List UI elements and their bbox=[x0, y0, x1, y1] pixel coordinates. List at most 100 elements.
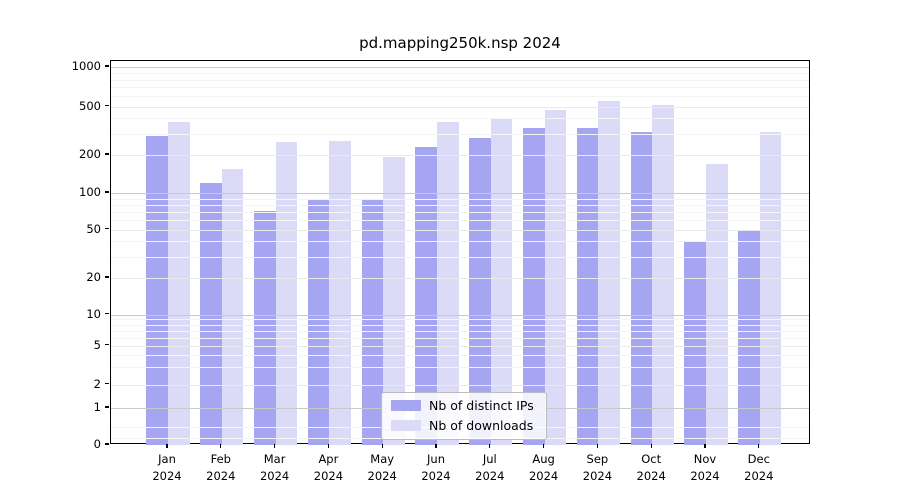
x-tick-mark-mar bbox=[273, 444, 276, 448]
x-tick-label-mar: Mar 2024 bbox=[259, 452, 290, 483]
y-tick-mark-1 bbox=[105, 406, 109, 408]
gridline-200 bbox=[111, 154, 809, 156]
x-tick-mark-sep bbox=[596, 444, 599, 448]
y-tick-label-20: 20 bbox=[86, 269, 101, 284]
x-tick-mark-may bbox=[381, 444, 383, 448]
bar-downloads-dec bbox=[759, 132, 782, 445]
bar-downloads-mar bbox=[275, 141, 298, 445]
y-tick-label-1: 1 bbox=[93, 400, 101, 415]
gridline-500 bbox=[111, 106, 809, 108]
bar-distinct-ips-sep bbox=[576, 127, 599, 445]
gridline-20 bbox=[111, 277, 809, 279]
x-tick-label-apr: Apr 2024 bbox=[313, 452, 344, 483]
legend-label-distinct-ips: Nb of distinct IPs bbox=[429, 398, 534, 413]
gridline-1000 bbox=[111, 67, 809, 69]
gridline-10 bbox=[111, 314, 809, 316]
bar-downloads-nov bbox=[706, 163, 728, 445]
y-tick-label-200: 200 bbox=[79, 146, 101, 161]
gridline-80 bbox=[111, 204, 809, 206]
legend-entry-distinct-ips: Nb of distinct IPs bbox=[391, 399, 537, 412]
gridline-70 bbox=[111, 211, 809, 213]
x-tick-label-oct: Oct 2024 bbox=[636, 452, 666, 483]
y-tick-label-2: 2 bbox=[93, 376, 101, 391]
y-tick-mark-20 bbox=[105, 276, 109, 278]
gridline-30 bbox=[111, 256, 809, 258]
x-tick-mark-jul bbox=[489, 444, 491, 448]
gridline-40 bbox=[111, 241, 809, 243]
x-tick-label-sep: Sep 2024 bbox=[582, 452, 613, 483]
bar-distinct-ips-aug bbox=[522, 127, 545, 445]
gridline-400 bbox=[111, 118, 809, 120]
y-tick-label-10: 10 bbox=[86, 306, 101, 321]
bar-distinct-ips-nov bbox=[684, 241, 706, 445]
y-tick-label-5: 5 bbox=[93, 337, 101, 352]
x-tick-mark-apr bbox=[327, 444, 330, 448]
bar-distinct-ips-jun bbox=[415, 147, 437, 445]
gridline-8 bbox=[111, 324, 809, 326]
legend-swatch-distinct-ips bbox=[391, 400, 421, 411]
x-tick-label-jun: Jun 2024 bbox=[421, 452, 451, 483]
y-tick-mark-500 bbox=[105, 105, 109, 107]
legend-entry-downloads: Nb of downloads bbox=[391, 419, 537, 432]
gridline-90 bbox=[111, 198, 809, 200]
gridline-700 bbox=[111, 87, 809, 89]
gridline-100 bbox=[111, 193, 809, 195]
y-tick-mark-200 bbox=[105, 153, 109, 155]
y-tick-mark-50 bbox=[105, 227, 109, 230]
bar-downloads-apr bbox=[329, 140, 352, 445]
legend-swatch-downloads bbox=[391, 420, 421, 431]
y-tick-mark-2 bbox=[105, 383, 109, 385]
bar-downloads-feb bbox=[221, 169, 244, 445]
y-tick-label-50: 50 bbox=[86, 221, 101, 236]
x-tick-label-may: May 2024 bbox=[367, 452, 397, 483]
x-tick-mark-feb bbox=[220, 444, 222, 448]
x-tick-label-jan: Jan 2024 bbox=[152, 452, 182, 483]
x-tick-mark-jan bbox=[166, 444, 168, 448]
gridline-900 bbox=[111, 73, 809, 75]
gridline-4 bbox=[111, 355, 809, 357]
y-tick-label-500: 500 bbox=[79, 98, 101, 113]
gridline-9 bbox=[111, 319, 809, 321]
x-tick-label-feb: Feb 2024 bbox=[206, 452, 236, 483]
bar-distinct-ips-may bbox=[361, 200, 384, 445]
gridline-2 bbox=[111, 384, 809, 386]
y-tick-mark-5 bbox=[105, 343, 109, 346]
x-tick-mark-oct bbox=[650, 444, 652, 448]
x-tick-mark-nov bbox=[704, 444, 706, 448]
y-tick-mark-0 bbox=[105, 443, 109, 445]
plot-area bbox=[110, 60, 810, 445]
x-tick-mark-aug bbox=[542, 444, 545, 448]
gridline-60 bbox=[111, 219, 809, 221]
bar-distinct-ips-mar bbox=[253, 211, 276, 445]
bar-downloads-sep bbox=[598, 101, 621, 445]
y-tick-label-0: 0 bbox=[93, 437, 101, 451]
y-tick-mark-100 bbox=[105, 191, 109, 193]
y-tick-label-100: 100 bbox=[79, 185, 101, 200]
x-tick-mark-dec bbox=[758, 444, 760, 448]
gridline-7 bbox=[111, 330, 809, 332]
x-tick-label-aug: Aug 2024 bbox=[528, 452, 559, 483]
bar-distinct-ips-feb bbox=[200, 182, 222, 445]
x-tick-label-jul: Jul 2024 bbox=[475, 452, 505, 483]
y-tick-label-1000: 1000 bbox=[71, 59, 101, 74]
x-tick-label-dec: Dec 2024 bbox=[744, 452, 774, 483]
chart-title: pd.mapping250k.nsp 2024 bbox=[359, 34, 561, 52]
bar-distinct-ips-oct bbox=[630, 132, 653, 445]
gridline-300 bbox=[111, 133, 809, 135]
bar-distinct-ips-apr bbox=[307, 199, 330, 445]
legend-label-downloads: Nb of downloads bbox=[429, 418, 534, 433]
bar-downloads-oct bbox=[652, 104, 674, 445]
bar-downloads-jul bbox=[490, 118, 513, 445]
legend: Nb of distinct IPs Nb of downloads bbox=[381, 392, 547, 440]
bar-downloads-jan bbox=[168, 122, 190, 445]
gridline-50 bbox=[111, 229, 809, 231]
bar-downloads-may bbox=[383, 157, 405, 445]
x-tick-label-nov: Nov 2024 bbox=[690, 452, 720, 483]
gridline-5 bbox=[111, 345, 809, 347]
bars-layer bbox=[111, 61, 809, 445]
x-tick-mark-jun bbox=[435, 444, 437, 448]
bar-downloads-jun bbox=[437, 121, 459, 445]
y-tick-mark-1000 bbox=[105, 65, 109, 67]
